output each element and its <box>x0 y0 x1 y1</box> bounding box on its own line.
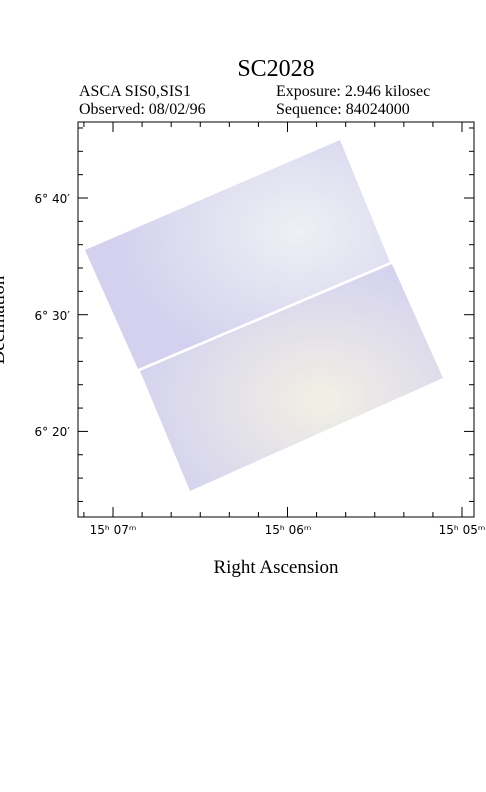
x-tick-label: 15ʰ 05ᵐ <box>439 523 486 537</box>
plot-frame <box>77 121 475 518</box>
x-tick-label: 15ʰ 06ᵐ <box>265 523 312 537</box>
exposure: Exposure: 2.946 kilosec <box>276 83 430 100</box>
instrument: ASCA SIS0,SIS1 <box>79 83 191 100</box>
y-tick-label: 6° 20′ <box>35 425 71 439</box>
y-tick-label: 6° 40′ <box>35 192 71 206</box>
ticks <box>78 122 474 517</box>
x-tick-label: 15ʰ 07ᵐ <box>90 523 137 537</box>
observed: Observed: 08/02/96 <box>79 101 206 118</box>
y-tick-label: 6° 30′ <box>35 309 71 323</box>
title: SC2028 <box>237 56 314 82</box>
image <box>85 140 443 491</box>
upper-chip <box>85 140 390 369</box>
sequence: Sequence: 84024000 <box>276 101 410 118</box>
x-axis-label: Right Ascension <box>213 557 339 578</box>
y-axis-label: Declination <box>0 275 9 364</box>
lower-chip <box>140 264 443 491</box>
